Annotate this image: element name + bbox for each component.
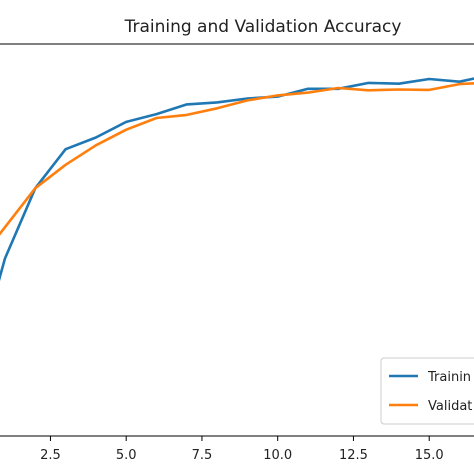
legend-box xyxy=(380,357,474,425)
legend-label-training: Trainin xyxy=(427,370,471,385)
legend: Trainin Validat xyxy=(380,357,474,425)
data-series-lines xyxy=(0,77,474,282)
x-tick-label: 12.5 xyxy=(339,448,368,463)
plot-area-frame xyxy=(0,43,474,437)
x-axis-ticks: 2.5 5.0 7.5 10.0 12.5 15.0 xyxy=(40,436,444,463)
x-tick-label: 15.0 xyxy=(415,448,444,463)
x-tick-label: 5.0 xyxy=(116,448,137,463)
series-line-validation xyxy=(0,82,474,236)
chart-title: Training and Validation Accuracy xyxy=(124,17,402,37)
x-tick-label: 10.0 xyxy=(263,448,292,463)
series-line-training xyxy=(0,77,474,282)
x-tick-label: 7.5 xyxy=(192,448,213,463)
legend-label-validation: Validat xyxy=(428,399,472,414)
x-tick-label: 2.5 xyxy=(40,448,61,463)
